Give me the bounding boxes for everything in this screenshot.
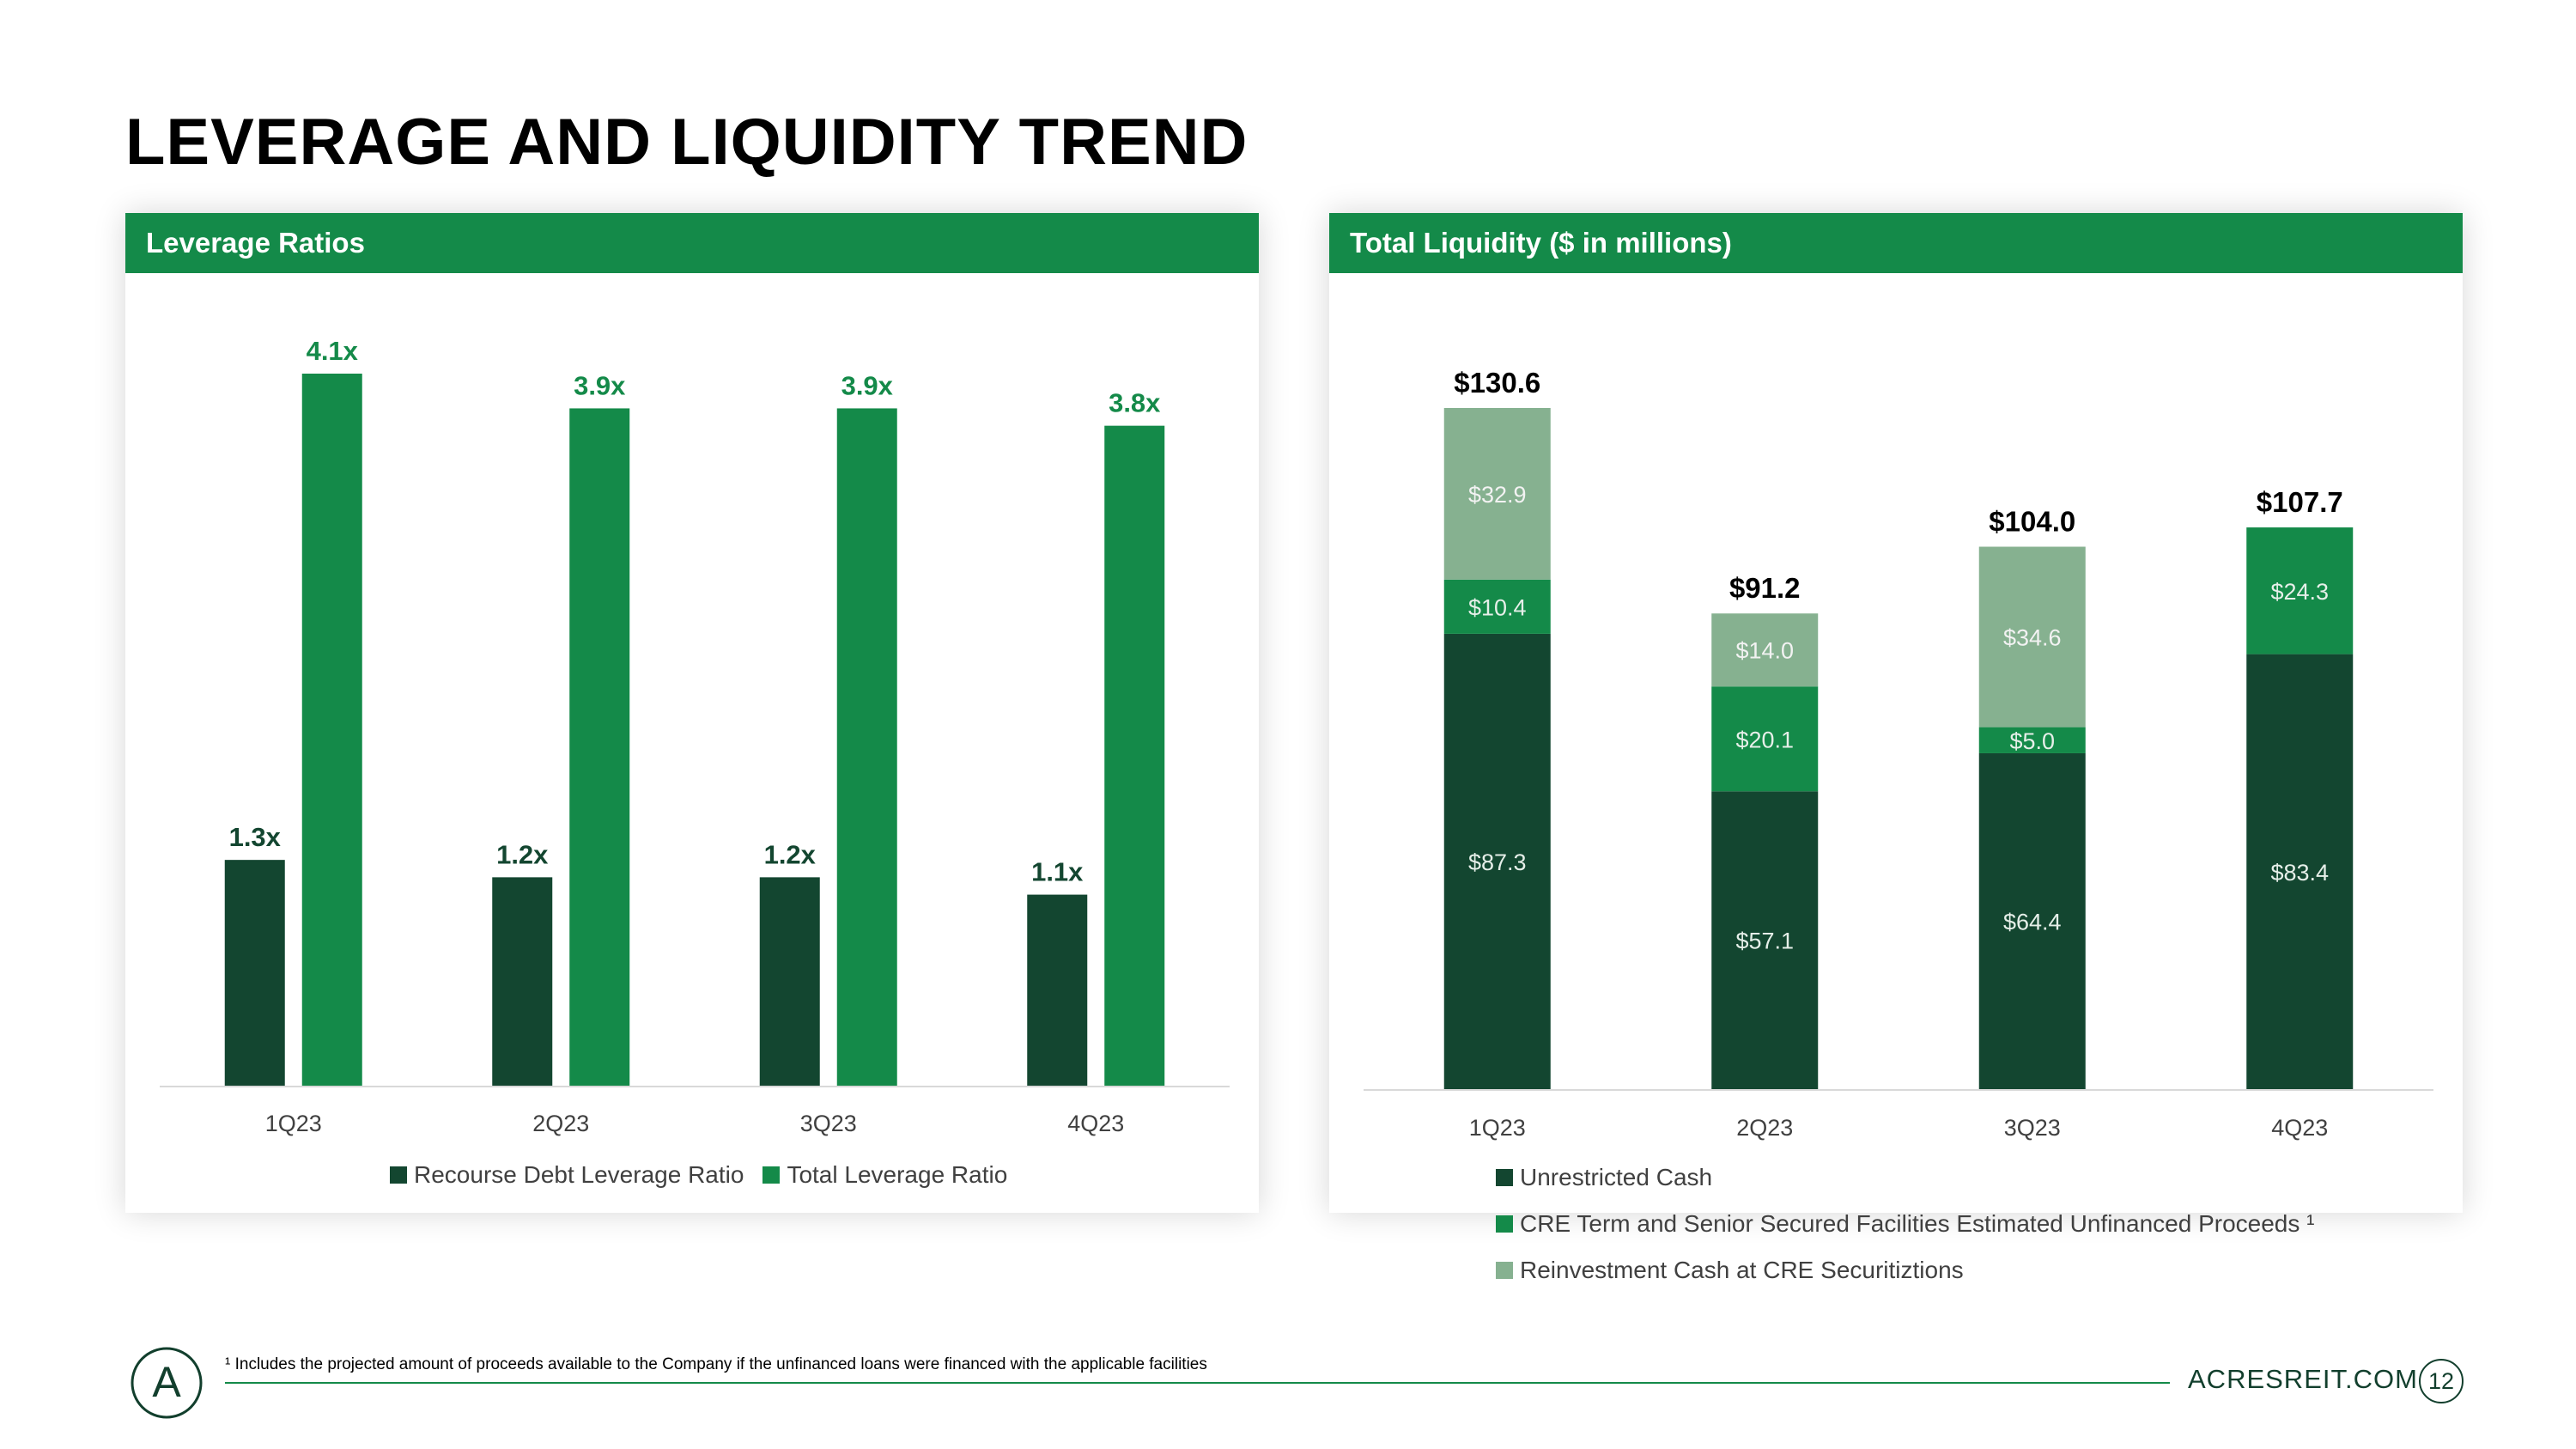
x-tick-label-1q23: 1Q23 <box>1469 1115 1526 1141</box>
data-label-cre-term-1q23: $10.4 <box>1468 594 1527 620</box>
data-label-unrestricted-3q23: $64.4 <box>2003 909 2062 935</box>
data-label-reinvestment-3q23: $34.6 <box>2003 625 2062 651</box>
bar-total-1q23 <box>301 374 362 1086</box>
data-label-unrestricted-4q23: $83.4 <box>2270 860 2329 886</box>
data-label-recourse-3q23: 1.2x <box>764 839 817 869</box>
total-liquidity-chart: $87.3 $10.4 $32.9 $130.6 1Q23 $57.1 $20.1 $14.0… <box>1364 367 2433 1141</box>
bar-recourse-2q23 <box>492 877 553 1086</box>
legend-label-cre-term: CRE Term and Senior Secured Facilities E… <box>1520 1210 2315 1237</box>
data-label-total-2q23: 3.9x <box>574 370 626 400</box>
data-label-reinvestment-1q23: $32.9 <box>1468 482 1527 508</box>
data-label-total-4q23: 3.8x <box>1109 388 1161 418</box>
x-tick-label-2q23: 2Q23 <box>1736 1115 1793 1141</box>
page-title: LEVERAGE AND LIQUIDITY TREND <box>125 106 1249 179</box>
leverage-ratios-header: Leverage Ratios <box>125 213 1259 273</box>
segment-unrestricted-3q23 <box>1978 752 2086 1089</box>
data-label-cre-term-4q23: $24.3 <box>2270 579 2329 605</box>
data-label-recourse-1q23: 1.3x <box>229 822 282 852</box>
legend-label-reinvestment: Reinvestment Cash at CRE Securitiztions <box>1520 1257 1964 1283</box>
liquidity-legend-cre-term: CRE Term and Senior Secured Facilities E… <box>1496 1210 2314 1238</box>
legend-swatch-unrestricted <box>1496 1169 1513 1186</box>
website-link[interactable]: ACRESREIT.COM <box>2188 1364 2418 1394</box>
footer-divider <box>225 1382 2170 1384</box>
leverage-ratios-chart: 1.3x 4.1x 1Q23 1.2x 3.9x 2Q23 1.2x 3.9x 3Q23 1.1x… <box>160 336 1230 1136</box>
data-label-unrestricted-1q23: $87.3 <box>1468 849 1527 875</box>
segment-cre-term-2q23 <box>1711 686 1819 792</box>
legend-swatch-recourse <box>390 1166 407 1184</box>
x-tick-label-1q23: 1Q23 <box>265 1111 322 1136</box>
segment-reinvestment-3q23 <box>1978 546 2086 728</box>
segment-reinvestment-2q23 <box>1711 613 1819 687</box>
total-label-2q23: $91.2 <box>1729 572 1801 604</box>
legend-label-total: Total Leverage Ratio <box>787 1161 1008 1188</box>
x-tick-label-4q23: 4Q23 <box>2271 1115 2328 1141</box>
legend-swatch-reinvestment <box>1496 1262 1513 1279</box>
data-label-cre-term-3q23: $5.0 <box>2009 728 2055 754</box>
segment-unrestricted-1q23 <box>1443 633 1551 1089</box>
acres-logo: A <box>131 1347 203 1419</box>
legend-label-recourse: Recourse Debt Leverage Ratio <box>414 1161 744 1188</box>
data-label-recourse-4q23: 1.1x <box>1031 857 1084 887</box>
segment-cre-term-3q23 <box>1978 727 2086 753</box>
segment-unrestricted-4q23 <box>2246 654 2354 1089</box>
logo-letter: A <box>152 1358 181 1406</box>
segment-unrestricted-2q23 <box>1711 791 1819 1089</box>
segment-cre-term-4q23 <box>2246 527 2354 654</box>
data-label-cre-term-2q23: $20.1 <box>1735 727 1794 752</box>
legend-label-unrestricted: Unrestricted Cash <box>1520 1164 1713 1190</box>
legend-swatch-cre-term <box>1496 1215 1513 1233</box>
total-label-1q23: $130.6 <box>1454 367 1540 399</box>
segment-reinvestment-1q23 <box>1443 408 1551 580</box>
total-label-4q23: $107.7 <box>2257 486 2343 518</box>
liquidity-legend-unrestricted: Unrestricted Cash <box>1496 1164 1712 1191</box>
total-liquidity-panel: Total Liquidity ($ in millions) $87.3 $10… <box>1329 213 2463 1213</box>
x-tick-label-4q23: 4Q23 <box>1067 1111 1124 1136</box>
data-label-reinvestment-2q23: $14.0 <box>1735 638 1794 664</box>
data-label-recourse-2q23: 1.2x <box>496 839 549 869</box>
data-label-unrestricted-2q23: $57.1 <box>1735 928 1794 954</box>
page-number: 12 <box>2419 1359 2464 1403</box>
legend-swatch-total <box>762 1166 781 1184</box>
total-label-3q23: $104.0 <box>1989 506 2075 538</box>
leverage-ratios-panel: Leverage Ratios 1.3x 4.1x 1Q23 1.2x 3.9x 2Q23… <box>125 213 1259 1213</box>
x-tick-label-3q23: 3Q23 <box>2004 1115 2061 1141</box>
data-label-total-3q23: 3.9x <box>841 370 894 400</box>
segment-cre-term-1q23 <box>1443 579 1551 634</box>
bar-recourse-3q23 <box>759 877 820 1086</box>
bar-total-4q23 <box>1104 425 1165 1086</box>
bar-recourse-1q23 <box>224 860 285 1086</box>
liquidity-legend-reinvestment: Reinvestment Cash at CRE Securitiztions <box>1496 1257 1964 1284</box>
total-liquidity-header: Total Liquidity ($ in millions) <box>1329 213 2463 273</box>
data-label-total-1q23: 4.1x <box>307 336 359 366</box>
x-tick-label-3q23: 3Q23 <box>800 1111 857 1136</box>
bar-total-2q23 <box>569 408 630 1086</box>
leverage-legend: Recourse Debt Leverage Ratio Total Lever… <box>390 1161 1007 1189</box>
footnote: ¹ Includes the projected amount of proce… <box>225 1355 1207 1373</box>
bar-recourse-4q23 <box>1027 894 1088 1086</box>
bar-total-3q23 <box>836 408 897 1086</box>
x-tick-label-2q23: 2Q23 <box>532 1111 589 1136</box>
